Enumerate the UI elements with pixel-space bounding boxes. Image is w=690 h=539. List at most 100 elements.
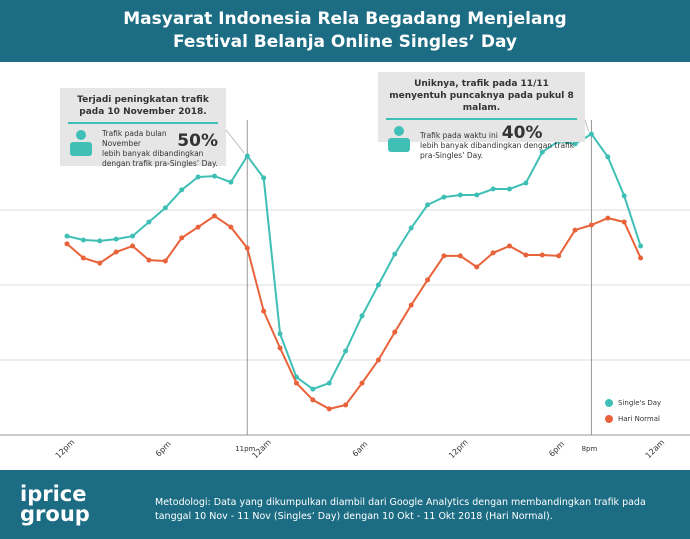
data-point	[97, 260, 103, 266]
data-point	[408, 225, 414, 231]
data-point	[457, 192, 463, 198]
x-tick-label: 6am	[351, 439, 370, 458]
logo-line: iprice	[20, 482, 87, 506]
callout-lead: Trafik pada waktu ini	[420, 131, 498, 140]
data-point	[474, 192, 480, 198]
callout: Uniknya, trafik pada 11/11 menyentuh pun…	[378, 72, 585, 160]
data-point	[326, 406, 332, 412]
data-point	[375, 282, 381, 288]
data-point	[441, 194, 447, 200]
data-point	[97, 238, 103, 244]
data-point	[326, 380, 332, 386]
title-line: Festival Belanja Online Singles’ Day	[172, 32, 518, 52]
data-point	[261, 308, 267, 314]
data-point	[572, 227, 578, 233]
data-point	[244, 153, 250, 159]
data-point	[638, 255, 644, 261]
data-point	[179, 187, 185, 193]
logo: iprice group	[20, 482, 90, 526]
data-point	[244, 245, 250, 251]
data-point	[195, 224, 201, 230]
methodology-note: Metodologi: Data yang dikumpulkan diambi…	[155, 497, 646, 522]
data-point	[179, 235, 185, 241]
x-tick-label: 6pm	[154, 439, 173, 458]
callout-pointer	[584, 119, 589, 132]
legend-swatch	[605, 399, 613, 407]
data-point	[507, 186, 512, 192]
series-line	[66, 132, 642, 391]
data-point	[228, 224, 234, 230]
data-point	[425, 202, 431, 208]
header: Masyarat Indonesia Rela Begadang Menjela…	[0, 0, 690, 62]
data-point	[507, 243, 512, 249]
data-point	[277, 331, 283, 337]
footer: iprice group Metodologi: Data yang dikump…	[0, 470, 690, 539]
data-point	[523, 180, 529, 186]
title-line: Masyarat Indonesia Rela Begadang Menjela…	[123, 9, 567, 29]
x-tick-label: 6pm	[547, 439, 566, 458]
callout-title: Uniknya, trafik pada 11/11 menyentuh pun…	[386, 78, 577, 120]
data-point	[343, 348, 349, 354]
data-point	[146, 257, 152, 263]
x-tick-label: 12am	[644, 438, 667, 461]
data-point	[195, 174, 201, 180]
logo-line: group	[20, 502, 90, 526]
data-point	[310, 386, 316, 392]
data-point	[80, 255, 86, 261]
data-point	[277, 345, 283, 351]
data-point	[441, 253, 447, 259]
data-point	[130, 233, 136, 239]
data-point	[425, 277, 431, 283]
x-tick-label: 12pm	[447, 438, 470, 461]
x-tick-label: 8pm	[582, 445, 598, 453]
data-point	[392, 251, 398, 257]
data-point	[261, 175, 267, 181]
data-point	[588, 222, 594, 228]
data-point	[638, 243, 644, 249]
callout-body: lebih banyak dibandingkan dengan trafik …	[102, 149, 218, 168]
callout-title: Terjadi peningkatan trafik pada 10 Novem…	[68, 94, 218, 124]
data-point	[621, 193, 627, 199]
data-point	[130, 243, 136, 249]
data-point	[80, 237, 86, 243]
data-point	[293, 380, 299, 386]
data-point	[588, 131, 594, 137]
data-point	[556, 253, 562, 259]
data-point	[146, 219, 152, 225]
legend-label: Single's Day	[618, 399, 661, 407]
data-point	[212, 213, 217, 219]
data-point	[605, 154, 611, 160]
data-point	[375, 357, 381, 363]
data-point	[162, 258, 168, 264]
callout-lead: Trafik pada bulan November	[102, 129, 167, 148]
data-point	[113, 249, 119, 255]
legend-swatch	[605, 415, 613, 423]
data-point	[310, 397, 316, 403]
data-point	[64, 233, 70, 239]
callout-body: lebih banyak dibandingkan dengan trafik …	[420, 141, 575, 160]
callout-figure: 50%	[177, 131, 218, 151]
data-point	[113, 236, 119, 242]
x-tick-label: 12pm	[54, 438, 77, 461]
data-point	[64, 241, 70, 247]
data-point	[212, 173, 217, 179]
data-point	[490, 186, 496, 192]
legend-label: Hari Normal	[618, 415, 660, 423]
x-tick-label: 11pm	[235, 445, 255, 453]
series-line	[66, 214, 642, 410]
data-point	[523, 252, 529, 258]
data-point	[228, 179, 234, 185]
data-point	[572, 141, 578, 147]
data-point	[539, 149, 545, 155]
data-point	[392, 329, 398, 335]
callout: Terjadi peningkatan trafik pada 10 Novem…	[60, 88, 226, 168]
icon	[388, 126, 410, 152]
data-point	[474, 264, 480, 270]
data-point	[605, 215, 611, 221]
data-point	[408, 302, 414, 308]
data-point	[539, 252, 545, 258]
data-point	[359, 313, 365, 319]
data-point	[621, 219, 627, 225]
